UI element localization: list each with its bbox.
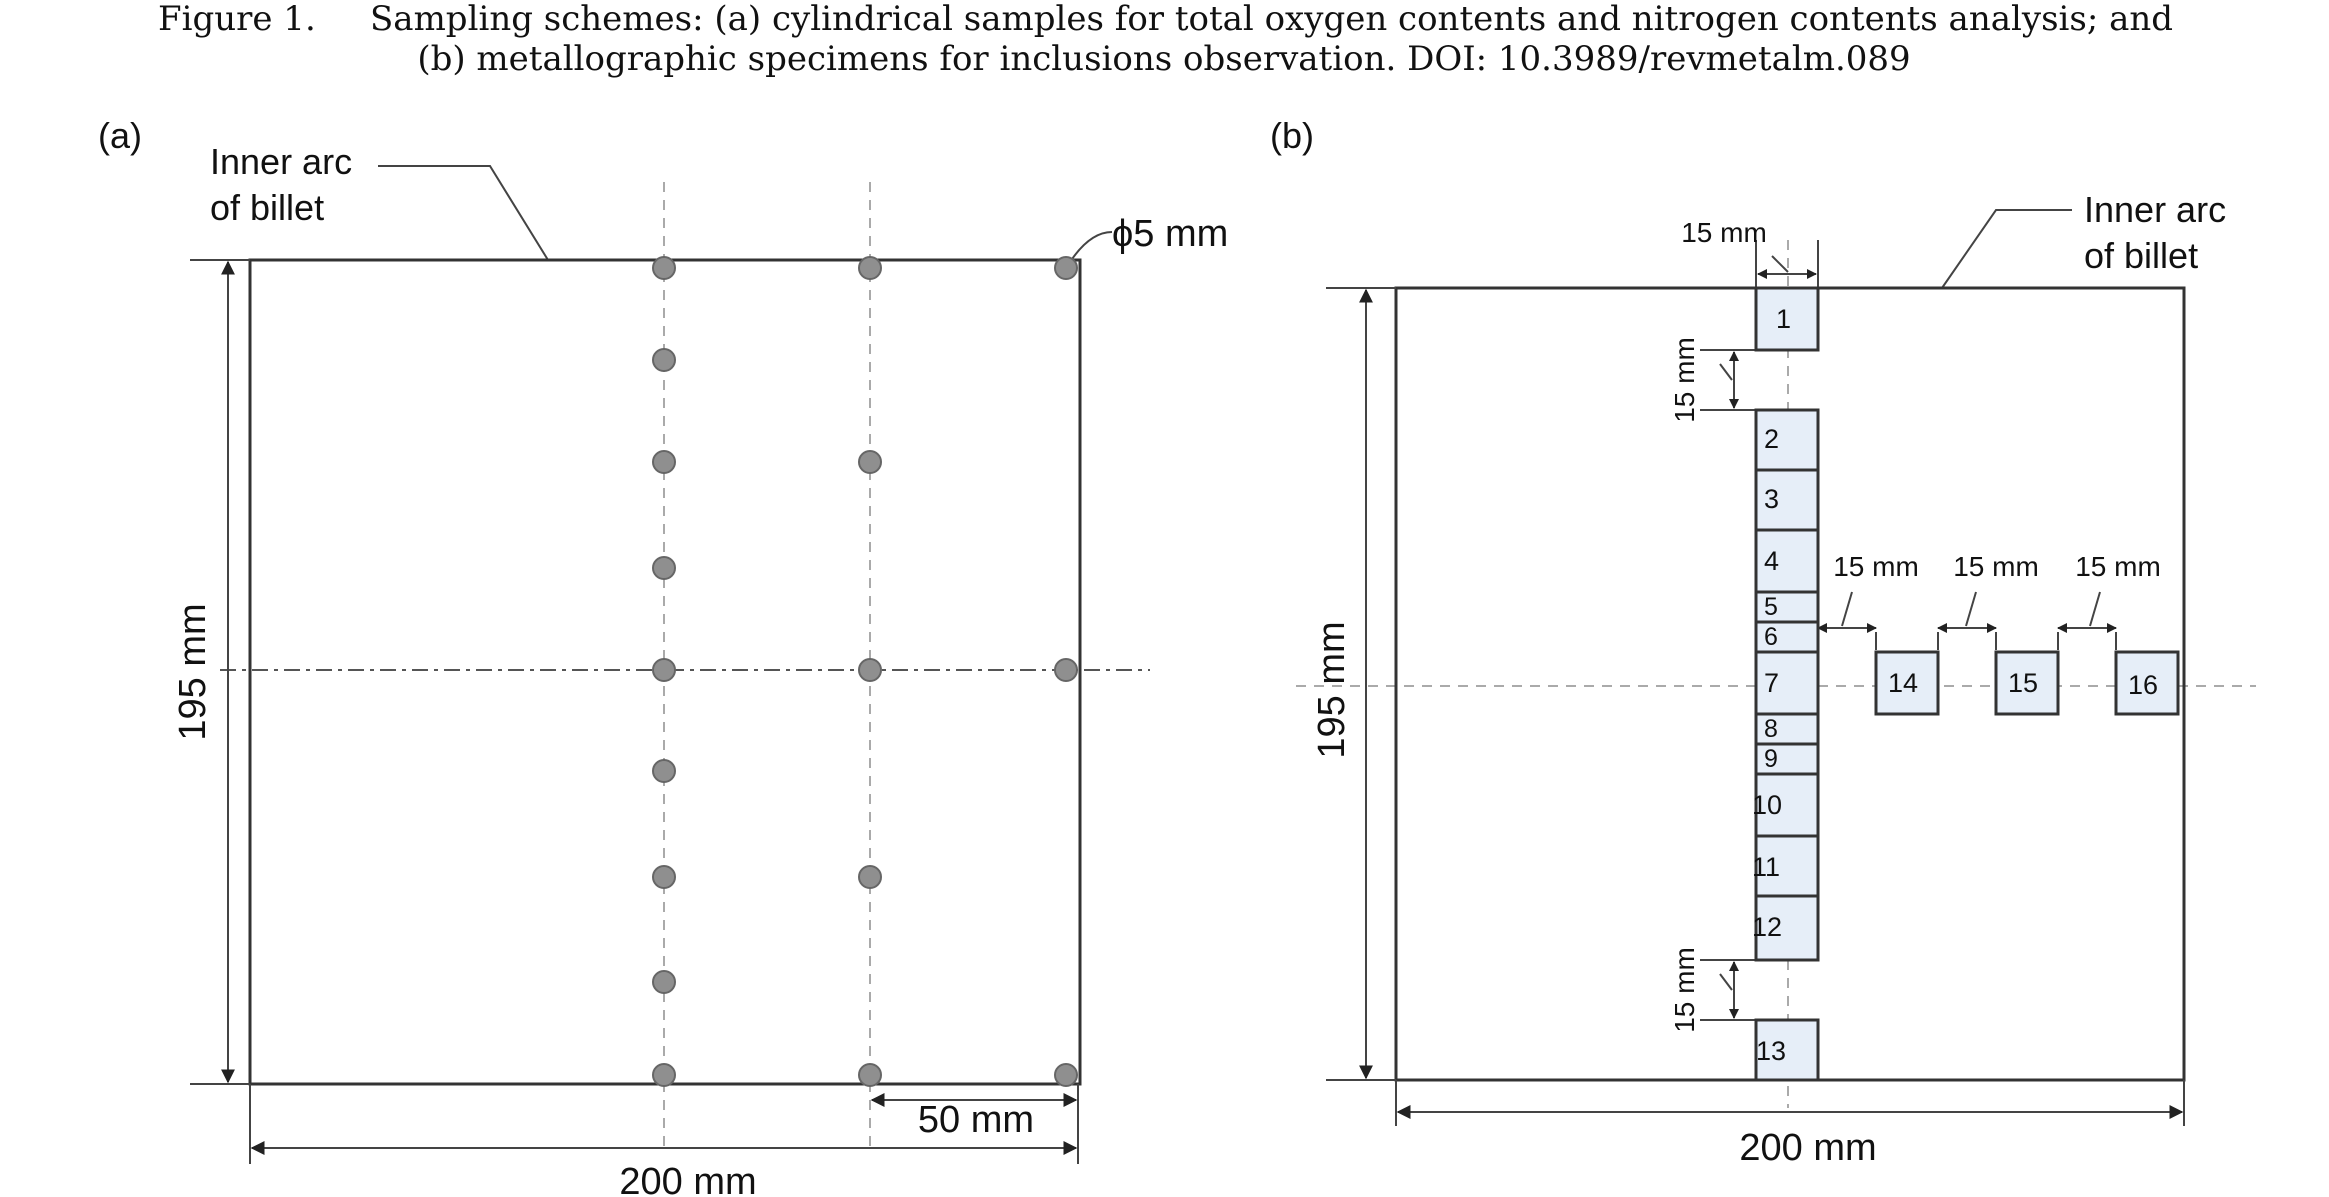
figure-caption: Figure 1. Sampling schemes: (a) cylindri… [158, 0, 2173, 79]
dim-label-gap-upper: 15 mm [1669, 337, 1700, 423]
specimen-5-label: 5 [1764, 593, 1778, 621]
panel-a-hole-diameter-label: ϕ5 mm [1112, 213, 1228, 255]
sample-hole [858, 1063, 882, 1087]
panel-a-spacing-label: 50 mm [918, 1099, 1034, 1141]
caption-lead: Figure 1. [158, 0, 316, 39]
specimen-11-label: 11 [1752, 852, 1780, 882]
dim-label-gap-16: 15 mm [2075, 551, 2161, 582]
sample-hole [652, 556, 676, 580]
specimen-4 [1754, 528, 1820, 594]
dim-label-top: 15 mm [1681, 217, 1767, 248]
specimen-10 [1754, 772, 1820, 838]
specimen-3 [1754, 468, 1820, 532]
panel-b-inner-arc-leader [1941, 209, 2072, 289]
dim-label-gap-15: 15 mm [1953, 551, 2039, 582]
sample-hole [858, 865, 882, 889]
caption-line-2: (b) metallographic specimens for inclusi… [417, 39, 1910, 79]
sample-hole [652, 759, 676, 783]
sample-hole [652, 348, 676, 372]
panel-b-width-label: 200 mm [1739, 1127, 1876, 1169]
dim-leader [1719, 973, 1733, 991]
specimen-9-label: 9 [1764, 745, 1778, 773]
specimen-16-label: 16 [2128, 670, 2158, 700]
sample-hole [652, 658, 676, 682]
specimen-14-label: 14 [1888, 668, 1918, 698]
sample-hole [652, 450, 676, 474]
dim-leader [1771, 255, 1789, 273]
panel-a-inner-arc-line1: Inner arc [210, 141, 352, 182]
specimen-15-label: 15 [2008, 668, 2038, 698]
specimen-5 [1754, 590, 1820, 624]
sample-hole [652, 256, 676, 280]
sample-hole [1054, 658, 1078, 682]
specimen-1 [1754, 286, 1820, 352]
panel-a-inner-arc-leader [378, 165, 549, 261]
specimen-11 [1754, 834, 1820, 898]
panel-a-tag: (a) [98, 115, 142, 156]
dim-leader [1719, 363, 1733, 381]
specimen-15 [1994, 650, 2060, 716]
sample-hole [858, 450, 882, 474]
panel-a-sampling-holes [652, 256, 1078, 1087]
panel-a-height-label: 195 mm [172, 603, 214, 740]
specimen-7 [1754, 650, 1820, 716]
sample-hole [858, 256, 882, 280]
dim-label-gap-lower: 15 mm [1669, 947, 1700, 1033]
specimen-8-label: 8 [1764, 715, 1778, 743]
panel-a: (a) Inner arc of billet 195 mm 200 mm 50… [98, 115, 1228, 1197]
panel-b-inner-arc-line1: Inner arc [2084, 189, 2226, 230]
specimen-10-label: 10 [1752, 790, 1782, 820]
dim-leader [2089, 591, 2101, 627]
panel-b-tag: (b) [1270, 115, 1314, 156]
sample-hole [858, 658, 882, 682]
sample-hole [1054, 256, 1078, 280]
caption-line-1: Sampling schemes: (a) cylindrical sample… [370, 0, 2173, 39]
sample-hole [652, 970, 676, 994]
specimen-3-label: 3 [1764, 484, 1779, 514]
panel-b-height-label: 195 mm [1311, 621, 1353, 758]
sample-hole [1054, 1063, 1078, 1087]
specimen-16 [2114, 650, 2180, 716]
sample-hole [652, 1063, 676, 1087]
dim-label-gap-14: 15 mm [1833, 551, 1919, 582]
panel-b-specimens: 1 2 3 4 5 6 7 8 9 10 11 12 13 [1752, 286, 2180, 1082]
sample-hole [652, 865, 676, 889]
specimen-2 [1754, 408, 1820, 472]
specimen-12 [1754, 894, 1820, 962]
panel-b: (b) Inner arc of billet 195 mm 200 mm 15… [1270, 115, 2256, 1169]
specimen-13 [1754, 1018, 1820, 1082]
specimen-1-label: 1 [1776, 304, 1791, 334]
specimen-12-label: 12 [1752, 912, 1782, 942]
specimen-13-label: 13 [1756, 1036, 1786, 1066]
specimen-6-label: 6 [1764, 623, 1778, 651]
panel-a-hole-leader [1069, 231, 1113, 263]
specimen-4-label: 4 [1764, 546, 1779, 576]
specimen-2-label: 2 [1764, 424, 1779, 454]
panel-b-inner-arc-line2: of billet [2084, 235, 2198, 276]
specimen-14 [1874, 650, 1940, 716]
panel-a-width-label: 200 mm [619, 1161, 756, 1197]
dim-leader [1841, 591, 1853, 627]
dim-leader [1965, 591, 1977, 627]
specimen-7-label: 7 [1764, 668, 1779, 698]
panel-a-inner-arc-line2: of billet [210, 187, 324, 228]
